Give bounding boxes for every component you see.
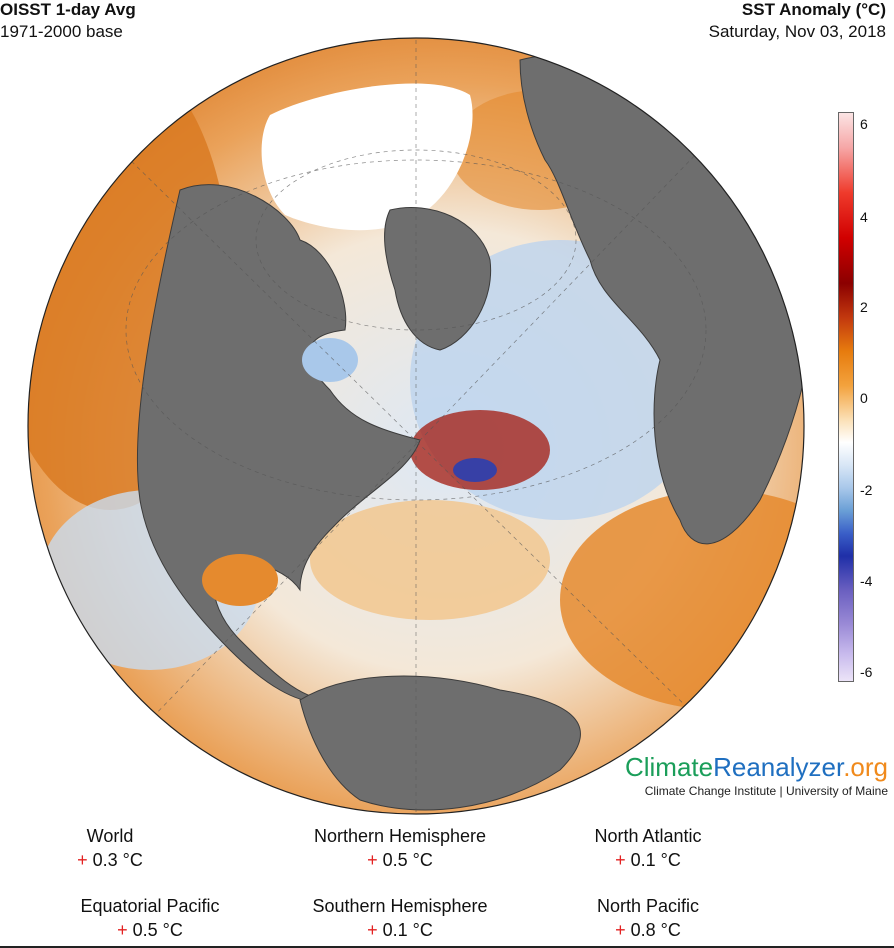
stat-sign: +: [77, 850, 88, 870]
bottom-border: [0, 946, 894, 948]
map-title: OISST 1-day Avg: [0, 0, 136, 19]
stat-equatorial-pacific: Equatorial Pacific + 0.5 °C: [20, 894, 280, 942]
colorbar-tick-neg4: -4: [860, 573, 873, 589]
stat-name: North Pacific: [596, 896, 700, 916]
date-label: Saturday, Nov 03, 2018: [708, 22, 886, 41]
stat-northern-hemisphere: Northern Hemisphere + 0.5 °C: [270, 824, 530, 872]
hudson-bay: [302, 338, 358, 382]
stat-world: World + 0.3 °C: [0, 824, 240, 872]
colorbar-tick-4: 4: [860, 209, 868, 225]
stat-name: Southern Hemisphere: [312, 896, 488, 916]
logo-part-climate: Climate: [624, 752, 714, 782]
stat-sign: +: [367, 850, 378, 870]
baseline-label: 1971-2000 base: [0, 22, 123, 41]
greenland-landmass: [384, 206, 492, 351]
subtropical-atlantic-region: [310, 500, 550, 620]
stat-southern-hemisphere: Southern Hemisphere + 0.1 °C: [270, 894, 530, 942]
graticule-lines: [119, 40, 707, 814]
stat-name: Equatorial Pacific: [80, 896, 220, 916]
gulf-stream-cold-eddy: [453, 458, 497, 482]
stat-north-atlantic: North Atlantic + 0.1 °C: [518, 824, 778, 872]
arctic-sea-ice: [261, 83, 473, 231]
stat-value: 0.8 °C: [630, 920, 681, 940]
stat-sign: +: [615, 850, 626, 870]
stat-sign: +: [615, 920, 626, 940]
stat-north-pacific: North Pacific + 0.8 °C: [518, 894, 778, 942]
logo-part-reanalyzer: Reanalyzer: [713, 752, 844, 782]
colorbar-tick-neg2: -2: [860, 482, 873, 498]
stat-value: 0.1 °C: [630, 850, 681, 870]
colorbar-tick-2: 2: [860, 299, 868, 315]
stat-sign: +: [367, 920, 378, 940]
south-america-landmass: [299, 675, 581, 811]
gulf-of-mexico: [202, 554, 278, 606]
stat-value: 0.3 °C: [92, 850, 143, 870]
colorbar-tick-6: 6: [860, 116, 868, 132]
stat-value: 0.1 °C: [382, 920, 433, 940]
stat-name: Northern Hemisphere: [313, 826, 487, 846]
stat-value: 0.5 °C: [382, 850, 433, 870]
colorbar-tick-0: 0: [860, 390, 868, 406]
gulf-stream-warm-anomaly: [410, 410, 550, 490]
anomaly-colorbar: [838, 112, 854, 682]
anomaly-title: SST Anomaly (°C): [741, 0, 886, 19]
globe-outline: [27, 37, 805, 815]
stat-value: 0.5 °C: [132, 920, 183, 940]
stat-sign: +: [117, 920, 128, 940]
logo-part-org: .org: [843, 752, 888, 782]
logo-subtitle: Climate Change Institute | University of…: [644, 784, 888, 798]
colorbar-tick-neg6: -6: [860, 664, 873, 680]
globe-map: [27, 37, 805, 815]
stat-name: North Atlantic: [594, 826, 702, 846]
climate-reanalyzer-logo[interactable]: ClimateReanalyzer.org Climate Change Ins…: [625, 752, 888, 798]
stat-name: World: [86, 826, 134, 846]
